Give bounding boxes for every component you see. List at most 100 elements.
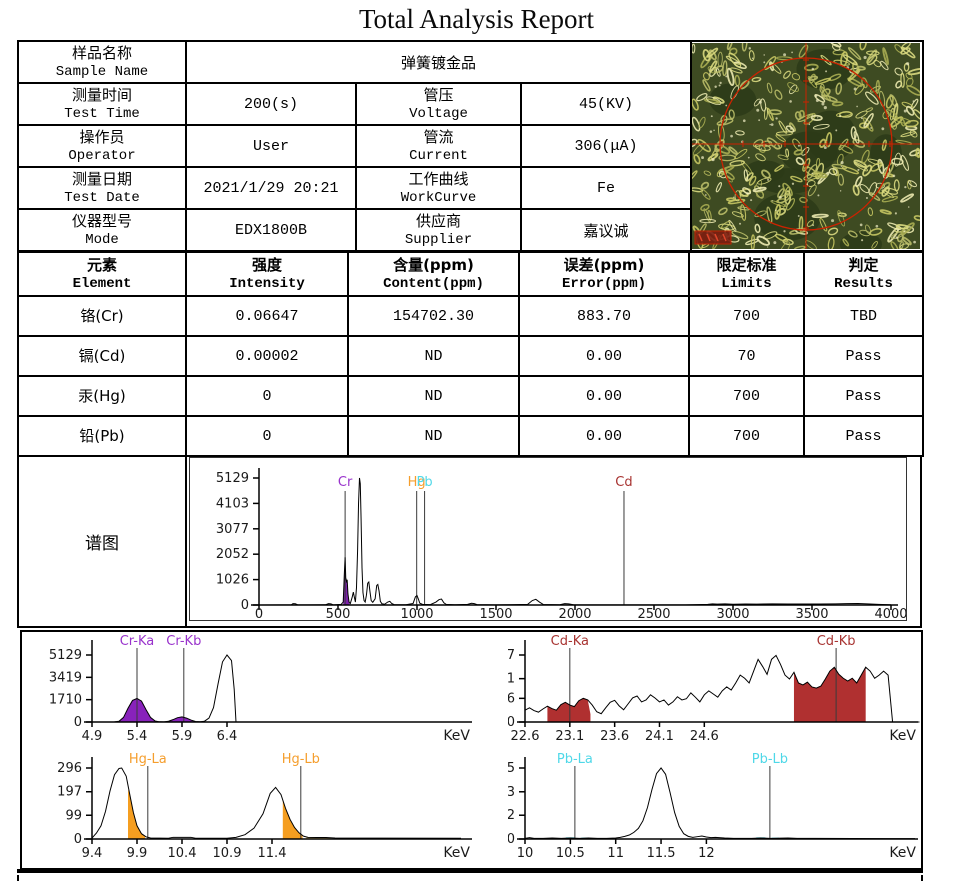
svg-text:296: 296 — [57, 761, 82, 776]
info-label-cn: 测量日期 — [71, 170, 132, 188]
intensity-value: 0.06647 — [185, 295, 349, 337]
info-label-cn: 管流 — [423, 128, 454, 146]
svg-text:5129: 5129 — [49, 648, 82, 663]
svg-text:500: 500 — [326, 607, 351, 620]
error-value: 0.00 — [518, 375, 690, 417]
element-name: 铅(Pb) — [17, 415, 187, 457]
hg-peak-chart: Hg-La Hg-Lb 9.4 9.9 10.4 10.9 11.4 0 99 197 296 KeV — [30, 752, 510, 868]
svg-text:Pb-La: Pb-La — [557, 752, 593, 767]
column-header-limits: 限定标准 Limits — [688, 251, 805, 297]
svg-text:5.9: 5.9 — [172, 729, 193, 744]
pb-peak-chart: Pb-La Pb-Lb 10 10.5 11 11.5 12 0 72 143 215 KeV — [490, 752, 920, 868]
svg-text:11: 11 — [508, 672, 515, 687]
info-label-cn: 样品名称 — [71, 44, 132, 62]
info-label-cn: 测量时间 — [71, 86, 132, 104]
result-badge: TBD — [803, 295, 924, 337]
limit-value: 70 — [688, 335, 805, 377]
svg-text:Cd-Kb: Cd-Kb — [817, 634, 856, 649]
info-label-cn: 供应商 — [415, 212, 461, 230]
svg-text:5129: 5129 — [216, 471, 249, 486]
element-name: 镉(Cd) — [17, 335, 187, 377]
header-en: Results — [834, 276, 893, 292]
column-header-element: 元素 Element — [17, 251, 187, 297]
info-label-cell: 操作员 Operator — [17, 124, 187, 168]
header-cn: 含量(ppm) — [393, 256, 474, 274]
result-badge: Pass — [803, 415, 924, 457]
svg-text:6: 6 — [508, 691, 515, 706]
info-label-cell: 管压 Voltage — [355, 82, 522, 126]
svg-text:2052: 2052 — [216, 547, 249, 562]
table-row-pb: 铅(Pb) 0 ND 0.00 700 Pass — [17, 415, 924, 457]
content-value: ND — [347, 335, 520, 377]
column-header-intensity: 强度 Intensity — [185, 251, 349, 297]
header-cn: 误差(ppm) — [563, 256, 645, 274]
svg-text:99: 99 — [65, 808, 82, 823]
svg-text:9.9: 9.9 — [127, 846, 148, 861]
svg-text:Cd: Cd — [615, 475, 632, 490]
svg-text:10.5: 10.5 — [556, 846, 585, 861]
header-en: Intensity — [229, 276, 305, 292]
info-row: 仪器型号 Mode EDX1800B 供应商 Supplier 嘉议诚 — [17, 208, 923, 252]
header-en: Element — [72, 276, 132, 292]
current-value: 306(μA) — [520, 124, 692, 168]
svg-text:0: 0 — [508, 715, 515, 730]
info-label-en: Operator — [68, 148, 136, 164]
element-name: 铬(Cr) — [17, 295, 187, 337]
svg-text:0: 0 — [255, 607, 263, 620]
divider — [185, 457, 187, 626]
svg-text:4103: 4103 — [216, 496, 249, 511]
column-header-error: 误差(ppm) Error(ppm) — [518, 251, 690, 297]
supplier-value: 嘉议诚 — [520, 208, 692, 252]
info-row: 测量时间 Test Time 200(s) 管压 Voltage 45(KV) — [17, 82, 923, 126]
sample-photo-cell — [690, 40, 924, 252]
header-cn: 元素 — [86, 256, 117, 274]
svg-text:3077: 3077 — [216, 522, 249, 537]
info-label-cell: 仪器型号 Mode — [17, 208, 187, 252]
svg-text:Cr-Ka: Cr-Ka — [120, 634, 155, 649]
svg-text:3500: 3500 — [795, 607, 828, 620]
svg-text:2500: 2500 — [637, 607, 670, 620]
svg-text:1026: 1026 — [216, 573, 249, 588]
error-value: 883.70 — [518, 295, 690, 337]
info-label-cell: 管流 Current — [355, 124, 522, 168]
error-value: 0.00 — [518, 415, 690, 457]
svg-text:11.4: 11.4 — [258, 846, 287, 861]
svg-text:22.6: 22.6 — [511, 729, 540, 744]
border-stub — [921, 875, 923, 881]
svg-text:24.6: 24.6 — [690, 729, 719, 744]
svg-text:17: 17 — [508, 648, 515, 663]
test-time-value: 200(s) — [185, 82, 357, 126]
info-row: 操作员 Operator User 管流 Current 306(μA) — [17, 124, 923, 168]
info-label-cell: 测量时间 Test Time — [17, 82, 187, 126]
svg-text:10.9: 10.9 — [213, 846, 242, 861]
svg-text:23.1: 23.1 — [555, 729, 584, 744]
svg-text:143: 143 — [508, 785, 515, 800]
svg-text:12: 12 — [698, 846, 715, 861]
column-header-results: 判定 Results — [803, 251, 924, 297]
info-label-en: Voltage — [409, 106, 468, 122]
instrument-model-value: EDX1800B — [185, 208, 357, 252]
column-header-content: 含量(ppm) Content(ppm) — [347, 251, 520, 297]
svg-text:197: 197 — [57, 785, 82, 800]
svg-text:1500: 1500 — [479, 607, 512, 620]
svg-text:72: 72 — [508, 808, 515, 823]
border-stub — [17, 875, 19, 881]
svg-text:4.9: 4.9 — [82, 729, 103, 744]
svg-text:0: 0 — [74, 715, 82, 730]
svg-text:2000: 2000 — [558, 607, 591, 620]
svg-text:KeV: KeV — [443, 728, 470, 744]
content-value: ND — [347, 415, 520, 457]
svg-text:0: 0 — [508, 832, 515, 847]
header-en: Content(ppm) — [383, 276, 484, 292]
content-value: 154702.30 — [347, 295, 520, 337]
main-spectrum-chart: Cr Hg Pb Cd 0 500 1000 1500 2000 2500 3000 3500 4000… — [189, 457, 908, 622]
element-name: 汞(Hg) — [17, 375, 187, 417]
result-badge: Pass — [803, 375, 924, 417]
info-label-cn: 仪器型号 — [71, 212, 132, 230]
header-en: Limits — [721, 276, 772, 292]
info-label-en: Current — [409, 148, 468, 164]
test-date-value: 2021/1/29 20:21 — [185, 166, 357, 210]
sample-photo — [693, 43, 920, 249]
svg-text:Hg-Lb: Hg-Lb — [282, 752, 320, 767]
